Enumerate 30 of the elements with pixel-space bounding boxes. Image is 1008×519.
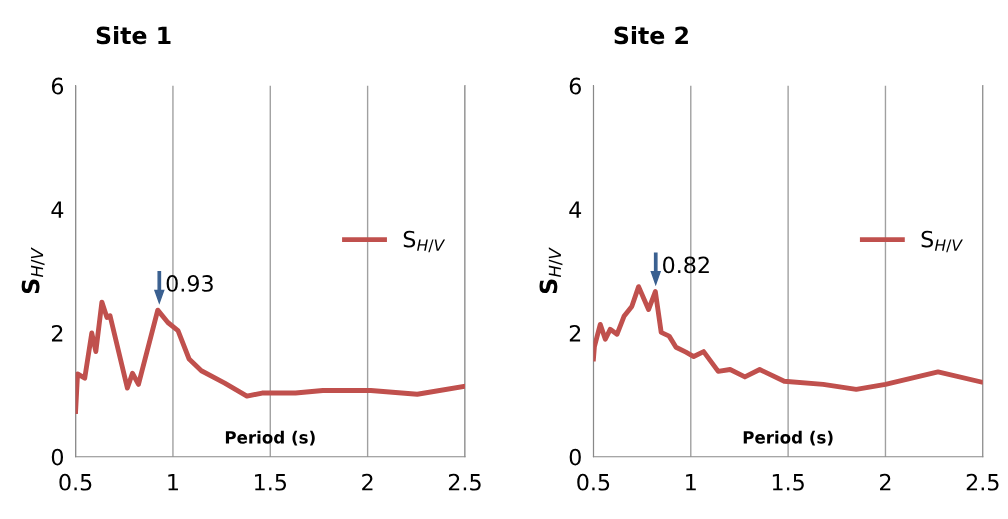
x-tick-label: 1.5 [255,474,287,491]
line-series [75,299,465,414]
y-tick-label: 6 [569,77,581,95]
x-tick-label: 2.5 [966,473,999,491]
x-tick-label: 2 [362,473,373,491]
legend-label: S$_{H/V}$ [921,230,963,253]
y-axis-title: S$_{H/V}$ [21,247,45,294]
y-tick-label: 4 [569,201,582,218]
legend-label: S$_{H/V}$ [403,230,446,253]
x-tick-label: 1.5 [772,474,804,491]
x-tick-label: 2.5 [448,473,481,491]
annotation: 0.82 [663,256,709,274]
x-tick-label: 0.5 [577,473,610,491]
chart-title: Site 2 [614,26,688,45]
y-tick-label: 2 [51,324,63,342]
x-tick-label: 2 [880,473,891,491]
x-tick-label: 1 [168,474,178,491]
x-axis-title: Period (s) [225,430,315,446]
y-tick-label: 0 [51,448,64,466]
annotation: 0.93 [166,275,213,292]
x-tick-label: 0.5 [59,473,92,491]
x-tick-label: 1 [686,474,696,491]
y-tick-label: 4 [51,201,64,218]
x-axis-title: Period (s) [743,430,833,446]
y-tick-label: 2 [569,324,581,342]
y-axis-title: S$_{H/V}$ [539,247,563,294]
chart-title: Site 1 [96,26,171,45]
y-tick-label: 0 [569,448,581,466]
line-series [593,284,983,392]
y-tick-label: 6 [51,77,64,95]
